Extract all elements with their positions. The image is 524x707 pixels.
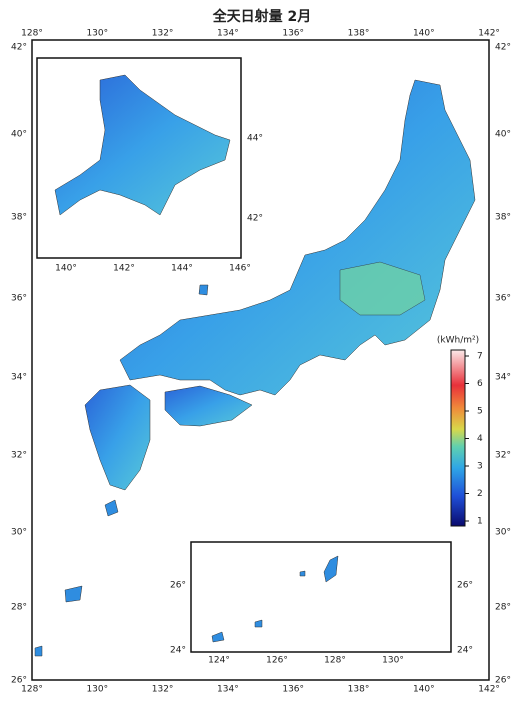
lat-label: 30° [11, 528, 27, 538]
lat-label: 38° [495, 213, 511, 223]
lat-label: 40° [11, 130, 27, 140]
lat-label: 26° [11, 676, 27, 686]
lon-label: 132° [152, 29, 174, 39]
islands [34, 284, 209, 657]
hokkaido-inset-frame [36, 57, 242, 259]
colorbar-label: 7 [477, 352, 483, 362]
lon-label: 130° [382, 656, 404, 666]
colorbar-label: 4 [477, 434, 483, 444]
colorbar-label: 1 [477, 517, 483, 527]
colorbar-label: 2 [477, 489, 483, 499]
lat-label: 36° [11, 294, 27, 304]
colorbar-label: 6 [477, 379, 483, 389]
lat-label: 36° [495, 294, 511, 304]
lat-label: 24° [457, 646, 473, 656]
lat-label: 28° [495, 603, 511, 613]
lon-label: 136° [282, 29, 304, 39]
colorbar-label: 3 [477, 462, 483, 472]
lon-label: 140° [55, 264, 77, 274]
colorbar-label: 5 [477, 407, 483, 417]
lat-label: 38° [11, 213, 27, 223]
lat-label: 34° [11, 373, 27, 383]
okinawa-inset-frame [190, 541, 452, 653]
lon-label: 138° [348, 29, 370, 39]
lat-label: 32° [11, 451, 27, 461]
lon-label: 136° [282, 685, 304, 695]
main-map-frame [31, 39, 490, 681]
title: 全天日射量 2月 [212, 8, 312, 25]
lon-label: 134° [217, 29, 239, 39]
lat-label: 28° [11, 603, 27, 613]
honshu [119, 79, 476, 396]
lat-label: 26° [170, 581, 186, 591]
lat-label: 24° [170, 646, 186, 656]
lon-label: 130° [86, 685, 108, 695]
lat-label: 44° [247, 134, 263, 144]
kanto-plain [339, 261, 426, 316]
lon-label: 146° [229, 264, 251, 274]
okinawa-islands [211, 555, 339, 643]
lat-label: 42° [11, 43, 27, 53]
lon-label: 140° [413, 29, 435, 39]
lat-label: 40° [495, 130, 511, 140]
lon-label: 128° [324, 656, 346, 666]
lon-label: 128° [21, 29, 43, 39]
colorbar-unit: (kWh/m²) [437, 336, 479, 346]
lat-label: 42° [247, 214, 263, 224]
shikoku [164, 385, 253, 427]
hokkaido [54, 74, 231, 216]
lon-label: 134° [217, 685, 239, 695]
lat-label: 34° [495, 373, 511, 383]
lat-label: 42° [495, 43, 511, 53]
lon-label: 142° [478, 685, 500, 695]
lon-label: 144° [171, 264, 193, 274]
lon-label: 142° [478, 29, 500, 39]
lon-label: 128° [21, 685, 43, 695]
lat-label: 32° [495, 451, 511, 461]
colorbar [450, 349, 466, 527]
lat-label: 30° [495, 528, 511, 538]
lon-label: 132° [152, 685, 174, 695]
lon-label: 124° [208, 656, 230, 666]
lon-label: 126° [266, 656, 288, 666]
lat-label: 26° [457, 581, 473, 591]
lon-label: 138° [348, 685, 370, 695]
kyushu [84, 384, 151, 491]
lon-label: 142° [113, 264, 135, 274]
lat-label: 26° [495, 676, 511, 686]
lon-label: 140° [413, 685, 435, 695]
lon-label: 130° [86, 29, 108, 39]
